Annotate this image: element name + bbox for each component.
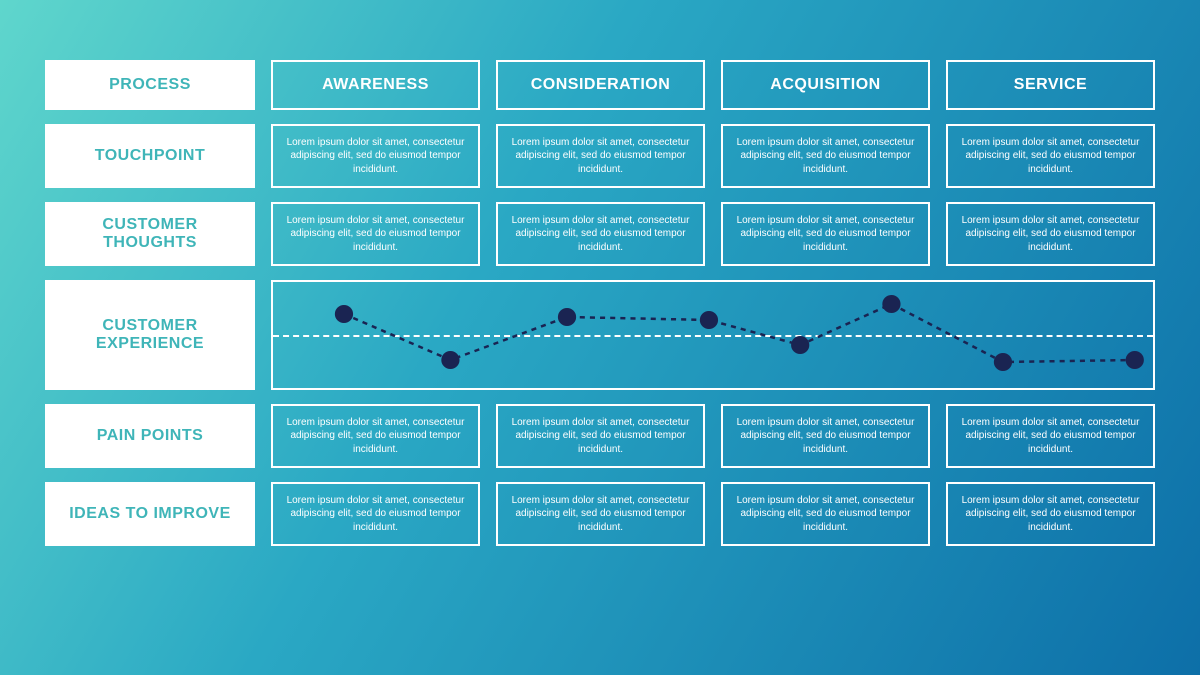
journey-grid: PROCESS AWARENESS CONSIDERATION ACQUISIT…: [45, 60, 1155, 560]
row-header-label: PAIN POINTS: [97, 427, 204, 445]
row-header-label: IDEAS TO IMPROVE: [69, 505, 231, 523]
cell-touchpoint-awareness: Lorem ipsum dolor sit amet, consectetur …: [271, 124, 480, 188]
cell-text: Lorem ipsum dolor sit amet, consectetur …: [735, 494, 916, 535]
cell-pain-service: Lorem ipsum dolor sit amet, consectetur …: [946, 404, 1155, 468]
cell-text: Lorem ipsum dolor sit amet, consectetur …: [960, 136, 1141, 177]
cell-ideas-awareness: Lorem ipsum dolor sit amet, consectetur …: [271, 482, 480, 546]
cell-text: Lorem ipsum dolor sit amet, consectetur …: [735, 136, 916, 177]
row-header-touchpoint: TOUCHPOINT: [45, 124, 255, 188]
cell-ideas-service: Lorem ipsum dolor sit amet, consectetur …: [946, 482, 1155, 546]
cell-text: Lorem ipsum dolor sit amet, consectetur …: [960, 416, 1141, 457]
row-header-thoughts: CUSTOMER THOUGHTS: [45, 202, 255, 266]
cell-pain-consideration: Lorem ipsum dolor sit amet, consectetur …: [496, 404, 705, 468]
row-experience: CUSTOMER EXPERIENCE: [45, 280, 1155, 390]
col-label: ACQUISITION: [770, 76, 880, 94]
cell-text: Lorem ipsum dolor sit amet, consectetur …: [735, 416, 916, 457]
row-header-ideas: IDEAS TO IMPROVE: [45, 482, 255, 546]
cell-text: Lorem ipsum dolor sit amet, consectetur …: [960, 214, 1141, 255]
cell-text: Lorem ipsum dolor sit amet, consectetur …: [285, 416, 466, 457]
row-header-label: CUSTOMER THOUGHTS: [55, 216, 245, 253]
cell-text: Lorem ipsum dolor sit amet, consectetur …: [510, 494, 691, 535]
col-label: SERVICE: [1014, 76, 1087, 94]
row-header-experience: CUSTOMER EXPERIENCE: [45, 280, 255, 390]
cell-ideas-acquisition: Lorem ipsum dolor sit amet, consectetur …: [721, 482, 930, 546]
col-header-acquisition: ACQUISITION: [721, 60, 930, 110]
experience-chart: [271, 280, 1155, 390]
col-header-awareness: AWARENESS: [271, 60, 480, 110]
cell-text: Lorem ipsum dolor sit amet, consectetur …: [285, 494, 466, 535]
row-header-label: CUSTOMER EXPERIENCE: [55, 317, 245, 354]
row-header-process: PROCESS: [45, 60, 255, 110]
col-header-consideration: CONSIDERATION: [496, 60, 705, 110]
cell-touchpoint-consideration: Lorem ipsum dolor sit amet, consectetur …: [496, 124, 705, 188]
cell-touchpoint-service: Lorem ipsum dolor sit amet, consectetur …: [946, 124, 1155, 188]
col-header-service: SERVICE: [946, 60, 1155, 110]
cell-touchpoint-acquisition: Lorem ipsum dolor sit amet, consectetur …: [721, 124, 930, 188]
cell-thoughts-acquisition: Lorem ipsum dolor sit amet, consectetur …: [721, 202, 930, 266]
cell-pain-acquisition: Lorem ipsum dolor sit amet, consectetur …: [721, 404, 930, 468]
row-process: PROCESS AWARENESS CONSIDERATION ACQUISIT…: [45, 60, 1155, 110]
cell-text: Lorem ipsum dolor sit amet, consectetur …: [960, 494, 1141, 535]
cell-text: Lorem ipsum dolor sit amet, consectetur …: [285, 214, 466, 255]
row-ideas: IDEAS TO IMPROVE Lorem ipsum dolor sit a…: [45, 482, 1155, 546]
row-header-label: PROCESS: [109, 76, 191, 94]
row-header-label: TOUCHPOINT: [95, 147, 205, 165]
cell-thoughts-consideration: Lorem ipsum dolor sit amet, consectetur …: [496, 202, 705, 266]
cell-text: Lorem ipsum dolor sit amet, consectetur …: [510, 136, 691, 177]
cell-thoughts-awareness: Lorem ipsum dolor sit amet, consectetur …: [271, 202, 480, 266]
cell-ideas-consideration: Lorem ipsum dolor sit amet, consectetur …: [496, 482, 705, 546]
col-label: CONSIDERATION: [531, 76, 671, 94]
cell-pain-awareness: Lorem ipsum dolor sit amet, consectetur …: [271, 404, 480, 468]
row-header-pain: PAIN POINTS: [45, 404, 255, 468]
cell-text: Lorem ipsum dolor sit amet, consectetur …: [735, 214, 916, 255]
cell-text: Lorem ipsum dolor sit amet, consectetur …: [510, 214, 691, 255]
cell-text: Lorem ipsum dolor sit amet, consectetur …: [510, 416, 691, 457]
experience-line-chart: [273, 282, 1153, 388]
row-pain: PAIN POINTS Lorem ipsum dolor sit amet, …: [45, 404, 1155, 468]
col-label: AWARENESS: [322, 76, 429, 94]
row-touchpoint: TOUCHPOINT Lorem ipsum dolor sit amet, c…: [45, 124, 1155, 188]
cell-text: Lorem ipsum dolor sit amet, consectetur …: [285, 136, 466, 177]
row-thoughts: CUSTOMER THOUGHTS Lorem ipsum dolor sit …: [45, 202, 1155, 266]
cell-thoughts-service: Lorem ipsum dolor sit amet, consectetur …: [946, 202, 1155, 266]
